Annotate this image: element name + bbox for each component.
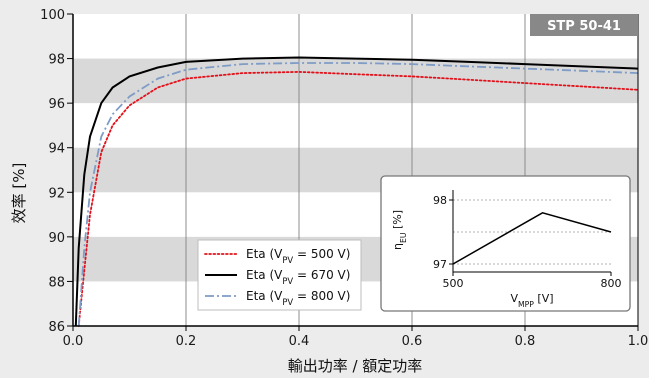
y-tick-label: 100: [40, 8, 65, 23]
x-tick-label: 0.2: [176, 334, 197, 349]
legend-label: Eta (VPV = 500 V): [246, 247, 350, 265]
x-tick-label: 0.0: [63, 334, 84, 349]
inset-x-tick-label: 800: [601, 277, 622, 290]
inset-y-axis-title: ηEU [%]: [391, 210, 408, 250]
y-tick-labels: 86 88 90 92 94 96 98 100: [40, 8, 73, 335]
x-tick-label: 1.0: [628, 334, 649, 349]
x-tick-label: 0.6: [402, 334, 423, 349]
inset-x-tick-label: 500: [443, 277, 464, 290]
inset-chart: 500 800 97 98 VMPP [V] ηEU [%]: [380, 175, 631, 312]
inset-frame: [380, 175, 631, 312]
x-tick-labels: 0.0 0.2 0.4 0.6 0.8 1.0: [63, 326, 649, 349]
badge-background: [530, 14, 638, 36]
legend-label: Eta (VPV = 800 V): [246, 289, 350, 307]
x-tick-label: 0.4: [289, 334, 310, 349]
legend-label: Eta (VPV = 670 V): [246, 268, 350, 286]
y-tick-label: 90: [48, 231, 65, 246]
series-line: [74, 56, 639, 327]
y-tick-label: 96: [48, 97, 65, 112]
x-axis-title: 輸出功率 / 額定功率: [288, 357, 423, 375]
series-line: [77, 70, 639, 327]
legend: Eta (VPV = 500 V) Eta (VPV = 670 V) Eta (V…: [197, 239, 362, 311]
series-lines: [74, 56, 639, 327]
y-tick-label: 88: [48, 275, 65, 290]
y-axis-title: 效率 [%]: [10, 163, 28, 224]
series-line: [77, 62, 639, 327]
y-tick-label: 86: [48, 320, 65, 335]
y-tick-label: 92: [48, 186, 65, 201]
inset-y-tick-label: 97: [433, 258, 447, 271]
inset-x-axis-title: VMPP [V]: [510, 292, 553, 309]
axes: [72, 14, 639, 327]
y-tick-label: 98: [48, 53, 65, 68]
inset-y-tick-label: 98: [433, 194, 447, 207]
inset-series-line: [452, 211, 612, 265]
x-tick-label: 0.8: [515, 334, 536, 349]
badge: STP 50-41: [530, 14, 638, 36]
y-tick-label: 94: [48, 142, 65, 157]
badge-label: STP 50-41: [547, 19, 621, 34]
